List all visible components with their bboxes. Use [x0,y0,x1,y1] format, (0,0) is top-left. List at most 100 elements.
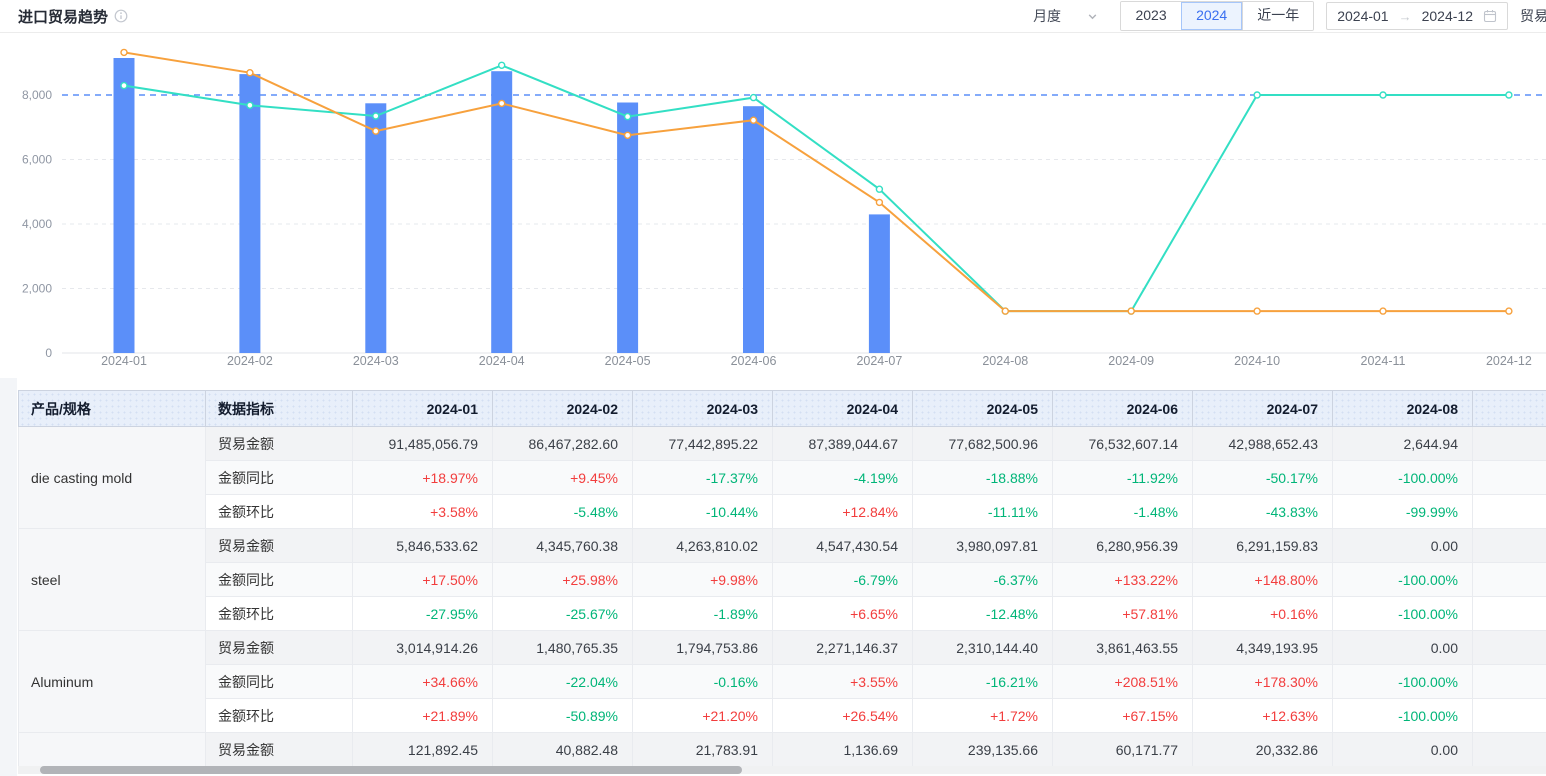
svg-text:2024-09: 2024-09 [1108,354,1154,368]
value-cell: 20,332.86 [1192,732,1333,767]
metric-label-cell: 金额同比 [205,562,353,597]
svg-text:2024-04: 2024-04 [479,354,525,368]
metric-label-cell: 金额同比 [205,664,353,699]
value-cell-extra [1472,562,1546,597]
svg-text:8,000: 8,000 [22,88,52,102]
year-tab-2023[interactable]: 2023 [1121,2,1182,30]
value-cell: 0.00 [1332,528,1473,563]
value-cell: +148.80% [1192,562,1333,597]
value-cell: -10.44% [632,494,773,529]
product-name-cell: steel [18,528,206,631]
value-cell: 6,280,956.39 [1052,528,1193,563]
value-cell: +208.51% [1052,664,1193,699]
value-cell: +178.30% [1192,664,1333,699]
value-cell: -11.92% [1052,460,1193,495]
date-range-picker[interactable]: 2024-01 → 2024-12 [1326,2,1508,30]
chevron-down-icon [1087,11,1098,22]
table-row: 贸易金额 121,892.45 40,882.48 21,783.91 1,136.69… [18,732,1546,767]
year-tab-recent[interactable]: 近一年 [1242,2,1314,30]
value-cell: -22.04% [492,664,633,699]
value-cell: 2,644.94 [1332,426,1473,461]
page-title: 进口贸易趋势 [18,8,109,26]
value-cell: +9.45% [492,460,633,495]
calendar-icon [1483,9,1497,23]
value-cell-extra [1472,630,1546,665]
trade-data-table-wrap: 产品/规格 数据指标 2024-01 2024-02 2024-03 2024-04 202… [18,390,1546,767]
value-cell: +3.55% [772,664,913,699]
svg-text:4,000: 4,000 [22,217,52,231]
product-name-cell [18,732,206,767]
value-cell: -18.88% [912,460,1053,495]
value-cell: -6.79% [772,562,913,597]
trade-data-table: 产品/规格 数据指标 2024-01 2024-02 2024-03 2024-04 202… [18,390,1546,767]
value-cell: -50.17% [1192,460,1333,495]
year-tab-2024[interactable]: 2024 [1181,2,1243,30]
value-cell-extra [1472,528,1546,563]
value-cell: 121,892.45 [352,732,493,767]
orange-line[interactable] [120,48,1513,315]
value-cell: 1,794,753.86 [632,630,773,665]
metric-select[interactable]: 贸易 [1520,8,1546,24]
value-cell: -100.00% [1332,562,1473,597]
date-start: 2024-01 [1337,8,1389,24]
value-cell-extra [1472,460,1546,495]
period-select-value: 月度 [1033,8,1062,24]
value-cell-extra [1472,426,1546,461]
year-segment-control: 2023 2024 近一年 [1120,1,1315,31]
value-cell: 40,882.48 [492,732,633,767]
horizontal-scrollbar[interactable] [18,766,1546,774]
amount-bars[interactable] [113,58,890,353]
table-row: 金额同比 +34.66% -22.04% -0.16% +3.55% -16.21% +20… [19,664,1546,699]
value-cell: 77,682,500.96 [912,426,1053,461]
value-cell: +133.22% [1052,562,1193,597]
value-cell: +12.63% [1192,698,1333,733]
trend-chart[interactable]: 0 2,000 4,000 6,000 8,000 2024-01 2024-02 2024-… [0,33,1546,378]
value-cell: +9.98% [632,562,773,597]
metric-label-cell: 金额环比 [205,698,353,733]
value-cell: -100.00% [1332,664,1473,699]
teal-line[interactable] [120,61,1513,315]
value-cell: 42,988,652.43 [1192,426,1333,461]
metric-label-cell: 贸易金额 [205,732,353,767]
metric-label-cell: 金额环比 [205,494,353,529]
value-cell: 91,485,056.79 [352,426,493,461]
period-select[interactable]: 月度 [1023,2,1108,30]
col-header-month: 2024-02 [492,390,633,427]
value-cell: -100.00% [1332,698,1473,733]
table-row: 金额环比 +3.58% -5.48% -10.44% +12.84% -11.11% -1.… [19,494,1546,529]
col-header-month: 2024-06 [1052,390,1193,427]
svg-text:2024-01: 2024-01 [101,354,147,368]
value-cell: -12.48% [912,596,1053,631]
table-row: steel 贸易金额 5,846,533.62 4,345,760.38 4,263,8… [18,528,1546,631]
value-cell-extra [1472,732,1546,767]
value-cell: 2,310,144.40 [912,630,1053,665]
value-cell: +6.65% [772,596,913,631]
svg-text:2024-06: 2024-06 [731,354,777,368]
col-header-month: 2024-04 [772,390,913,427]
value-cell: -25.67% [492,596,633,631]
value-cell: -0.16% [632,664,773,699]
value-cell: +1.72% [912,698,1053,733]
value-cell: -16.21% [912,664,1053,699]
info-icon[interactable] [114,9,128,23]
table-row: 金额环比 -27.95% -25.67% -1.89% +6.65% -12.48% +57… [19,596,1546,631]
svg-text:2024-05: 2024-05 [605,354,651,368]
svg-text:0: 0 [45,346,52,360]
value-cell: -99.99% [1332,494,1473,529]
arrow-right-icon: → [1398,8,1412,24]
svg-text:2024-10: 2024-10 [1234,354,1280,368]
value-cell: 86,467,282.60 [492,426,633,461]
value-cell: 5,846,533.62 [352,528,493,563]
horizontal-scrollbar-thumb[interactable] [40,766,742,774]
topbar: 进口贸易趋势 月度 2023 2024 近一年 2024-01 → 2024-1… [0,0,1546,33]
col-header-month: 2024-05 [912,390,1053,427]
value-cell: 21,783.91 [632,732,773,767]
value-cell: 77,442,895.22 [632,426,773,461]
value-cell: +17.50% [352,562,493,597]
metric-label-cell: 贸易金额 [205,528,353,563]
value-cell: -11.11% [912,494,1053,529]
table-header-row: 产品/规格 数据指标 2024-01 2024-02 2024-03 2024-04 202… [18,390,1546,427]
value-cell: -100.00% [1332,596,1473,631]
trend-chart-canvas[interactable]: 0 2,000 4,000 6,000 8,000 2024-01 2024-02 2024-… [0,33,1546,378]
product-name-cell: Aluminum [18,630,206,733]
